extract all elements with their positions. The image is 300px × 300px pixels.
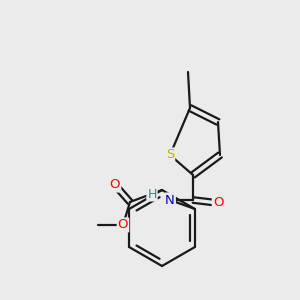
Text: H: H bbox=[147, 188, 157, 200]
Text: O: O bbox=[213, 196, 223, 209]
Text: O: O bbox=[118, 218, 128, 232]
Text: S: S bbox=[166, 148, 174, 161]
Text: O: O bbox=[110, 178, 120, 191]
Text: N: N bbox=[165, 194, 175, 206]
